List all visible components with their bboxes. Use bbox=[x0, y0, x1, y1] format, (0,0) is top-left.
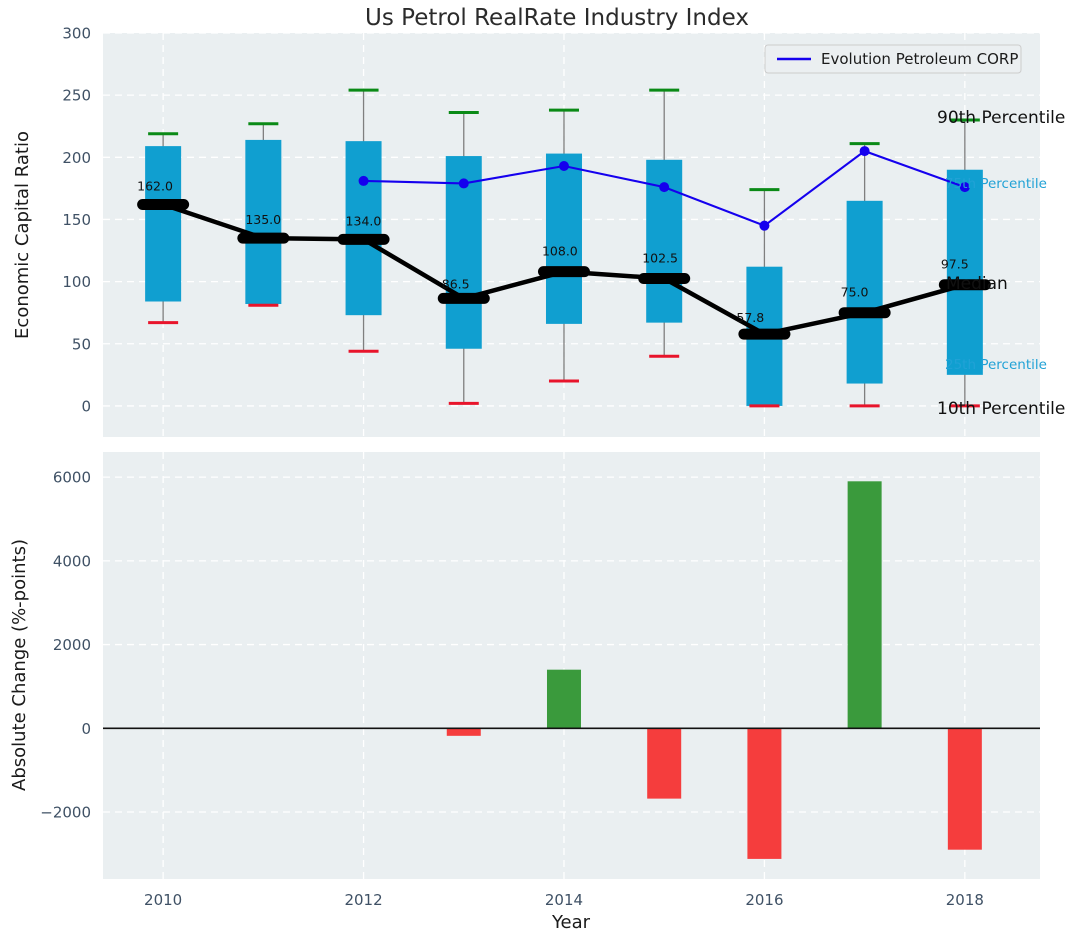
y-tick-label-top: 200 bbox=[62, 149, 91, 167]
change-bar bbox=[747, 728, 782, 859]
box-iqr bbox=[345, 141, 382, 316]
y-axis-title-top: Economic Capital Ratio bbox=[12, 131, 33, 339]
median-value-labels: 162.0 135.0 134.0 86.5 108.0 102.5 57.8 75.0 97.… bbox=[137, 179, 969, 326]
legend-label-evolution-petroleum: Evolution Petroleum CORP bbox=[821, 50, 1018, 68]
median-value-label: 134.0 bbox=[346, 213, 382, 228]
annotation-median: Median bbox=[946, 274, 1008, 294]
median-value-label: 162.0 bbox=[137, 179, 173, 194]
annotation-10th-percentile: 10th Percentile bbox=[937, 399, 1065, 419]
median-marker bbox=[437, 292, 490, 304]
x-tick-labels: 2010 2012 2014 2016 2018 bbox=[144, 891, 984, 909]
median-marker bbox=[838, 307, 891, 319]
median-marker bbox=[738, 328, 791, 340]
company-data-point bbox=[458, 178, 469, 189]
y-tick-label-bottom: 2000 bbox=[53, 636, 91, 654]
median-line-series bbox=[137, 199, 991, 340]
box-series bbox=[145, 88, 983, 408]
panel-absolute-change: −2000 0 2000 4000 6000 Absolute Change (%-po… bbox=[9, 452, 1040, 933]
y-tick-label-top: 150 bbox=[62, 211, 91, 229]
y-tick-label-bottom: 0 bbox=[81, 720, 91, 738]
box-iqr bbox=[846, 200, 883, 384]
change-bars bbox=[446, 481, 982, 859]
median-marker bbox=[938, 279, 991, 291]
change-bar bbox=[546, 669, 581, 729]
median-value-label: 75.0 bbox=[841, 285, 869, 300]
company-data-point bbox=[759, 220, 770, 231]
y-tick-label-top: 100 bbox=[62, 273, 91, 291]
y-tick-label-top: 250 bbox=[62, 87, 91, 105]
y-tick-label-bottom: 6000 bbox=[53, 469, 91, 487]
x-tick-label: 2012 bbox=[344, 891, 382, 909]
median-value-label: 86.5 bbox=[442, 276, 470, 291]
chart-legend[interactable]: Evolution Petroleum CORP bbox=[764, 44, 1022, 74]
median-marker bbox=[137, 199, 190, 211]
y-tick-label-bottom: 4000 bbox=[53, 552, 91, 570]
panel-economic-capital-ratio: 0 50 100 150 200 250 300 Economic Capital Rati… bbox=[12, 25, 1065, 437]
y-tick-labels-top: 0 50 100 150 200 250 300 bbox=[62, 25, 91, 416]
plot-area-background-bottom bbox=[103, 452, 1040, 879]
y-axis-title-bottom: Absolute Change (%-points) bbox=[9, 539, 30, 791]
box-iqr bbox=[245, 139, 282, 304]
box-iqr bbox=[946, 169, 983, 375]
y-tick-labels-bottom: −2000 0 2000 4000 6000 bbox=[40, 469, 91, 822]
median-value-label: 97.5 bbox=[941, 257, 969, 272]
change-bar bbox=[847, 481, 882, 729]
y-tick-label-top: 50 bbox=[72, 335, 91, 353]
company-data-point bbox=[959, 182, 970, 193]
change-bar bbox=[947, 728, 982, 850]
median-value-label: 135.0 bbox=[245, 212, 281, 227]
median-value-label: 102.5 bbox=[642, 251, 678, 266]
box-iqr bbox=[545, 153, 582, 324]
company-data-point bbox=[859, 146, 870, 157]
company-data-point bbox=[358, 175, 369, 186]
company-data-point bbox=[558, 161, 569, 172]
change-bar bbox=[647, 728, 682, 799]
annotation-75th-percentile: 75th Percentile bbox=[945, 176, 1047, 192]
median-value-label: 108.0 bbox=[542, 244, 578, 259]
y-tick-label-top: 0 bbox=[81, 397, 91, 415]
x-axis-title: Year bbox=[551, 912, 591, 933]
median-value-label: 57.8 bbox=[736, 310, 764, 325]
y-tick-label-top: 300 bbox=[62, 25, 91, 43]
box-iqr bbox=[145, 146, 182, 302]
median-marker bbox=[537, 266, 590, 278]
median-marker bbox=[337, 233, 390, 245]
y-tick-label-bottom: −2000 bbox=[40, 804, 91, 822]
legend-box bbox=[764, 44, 1022, 74]
company-line-series bbox=[358, 146, 970, 231]
page-title: Us Petrol RealRate Industry Index bbox=[365, 5, 749, 31]
company-data-point bbox=[659, 182, 670, 193]
change-bar bbox=[446, 728, 481, 736]
x-tick-label: 2018 bbox=[946, 891, 984, 909]
annotation-90th-percentile: 90th Percentile bbox=[937, 108, 1065, 128]
x-tick-label: 2014 bbox=[545, 891, 583, 909]
median-marker bbox=[237, 232, 290, 244]
annotation-25th-percentile: 25th Percentile bbox=[945, 357, 1047, 373]
x-tick-label: 2016 bbox=[745, 891, 783, 909]
median-marker bbox=[638, 273, 691, 285]
x-tick-label: 2010 bbox=[144, 891, 182, 909]
